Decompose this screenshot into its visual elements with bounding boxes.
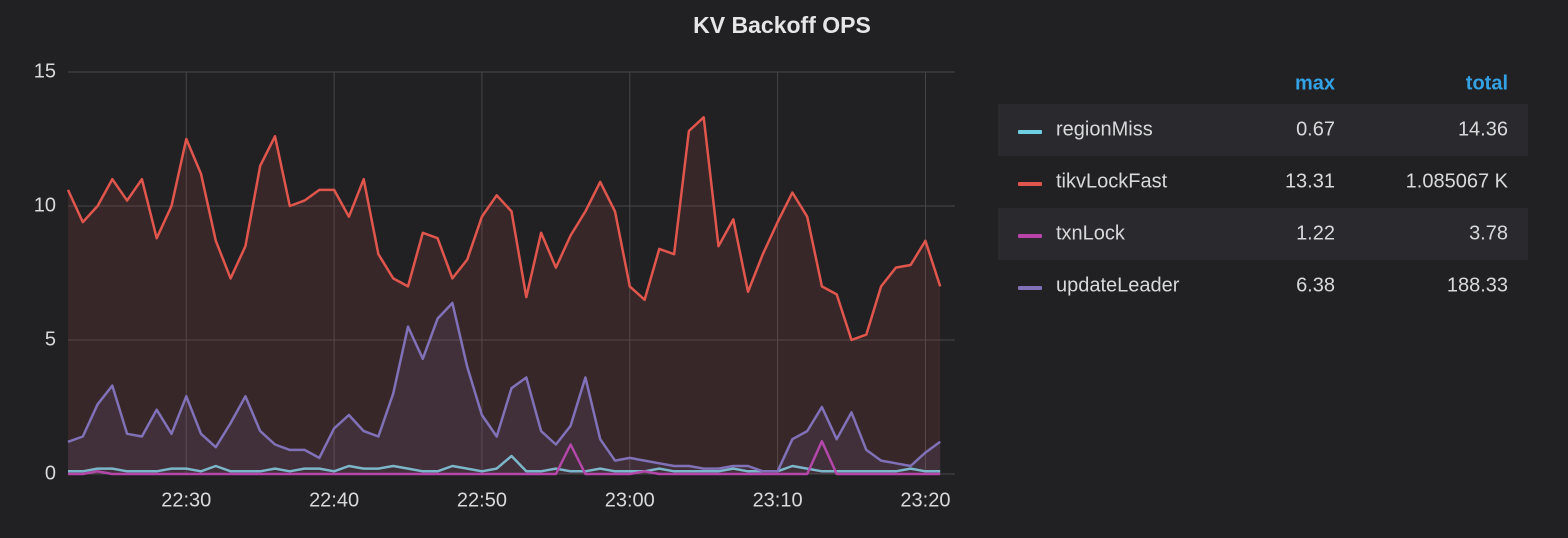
- y-tick-label: 10: [34, 194, 56, 216]
- x-tick-label: 23:20: [900, 489, 950, 511]
- legend-label: txnLock: [1056, 222, 1126, 244]
- legend-label: regionMiss: [1056, 118, 1153, 140]
- legend-label: tikvLockFast: [1056, 170, 1168, 192]
- legend-value: 3.78: [1469, 222, 1508, 244]
- series-area: [68, 117, 941, 475]
- x-tick-label: 22:50: [457, 489, 507, 511]
- legend-swatch: [1018, 286, 1042, 290]
- plot: [66, 116, 942, 476]
- legend-value: 6.38: [1296, 274, 1335, 296]
- y-tick-label: 15: [34, 60, 56, 82]
- series-line: [67, 301, 941, 473]
- y-tick-label: 0: [45, 462, 56, 484]
- legend-row-background: [998, 104, 1528, 156]
- legend-column-header: total: [1466, 72, 1508, 94]
- legend-label: updateLeader: [1056, 274, 1180, 296]
- series-line: [68, 454, 941, 473]
- legend-value: 14.36: [1458, 118, 1508, 140]
- legend-swatch: [1018, 234, 1042, 238]
- x-tick-label: 22:40: [309, 489, 359, 511]
- legend-swatch: [1018, 130, 1042, 134]
- chart-title: KV Backoff OPS: [693, 12, 871, 38]
- legend-value: 13.31: [1285, 170, 1335, 192]
- legend-value: 188.33: [1447, 274, 1508, 296]
- series-line: [68, 440, 941, 476]
- y-tick-label: 5: [45, 328, 56, 350]
- legend-value: 1.22: [1296, 222, 1335, 244]
- legend-column-header: max: [1295, 72, 1335, 94]
- legend-row-background: [998, 208, 1528, 260]
- legend-value: 0.67: [1296, 118, 1335, 140]
- legend-swatch: [1018, 182, 1042, 186]
- legend: max total regionMiss 0.67 14.36 tikvLockFast 1…: [998, 72, 1528, 296]
- series-line: [66, 116, 942, 342]
- x-tick-label: 23:00: [605, 489, 655, 511]
- legend-value: 1.085067 K: [1406, 170, 1509, 192]
- series-area: [68, 303, 941, 474]
- x-tick-label: 23:10: [753, 489, 803, 511]
- x-tick-label: 22:30: [161, 489, 211, 511]
